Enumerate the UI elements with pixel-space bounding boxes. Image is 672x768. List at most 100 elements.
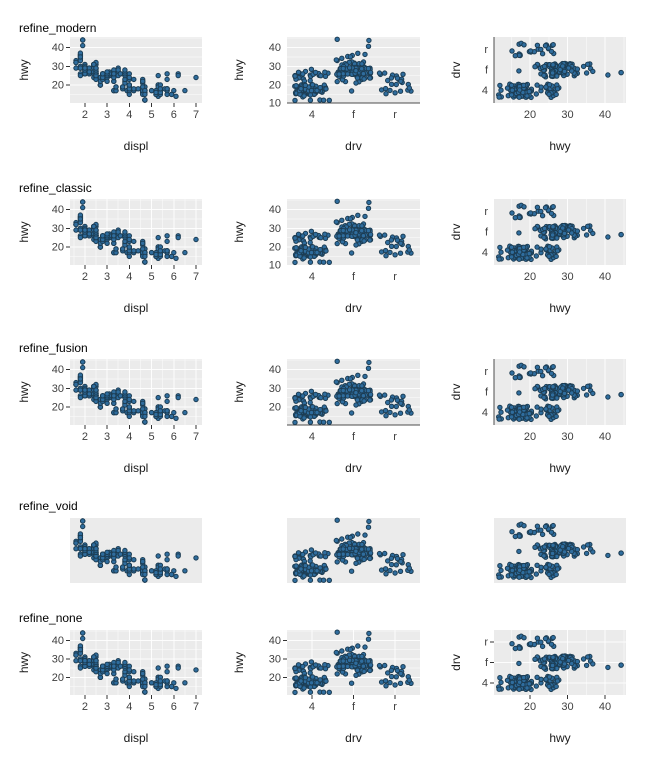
data-points [73, 199, 199, 265]
axis-text: 20 [524, 271, 536, 283]
axis-text: 4 [126, 701, 132, 713]
axis-text: f [352, 431, 356, 443]
axis-text: 20 [52, 672, 64, 684]
axis-text: 20 [52, 402, 64, 414]
axis-text: 4 [309, 431, 315, 443]
axis-text: 4 [126, 431, 132, 443]
axis-text: hwy [549, 731, 570, 745]
axis-text: 40 [52, 42, 64, 54]
axis-text: 40 [269, 364, 281, 376]
plot-svg: 20 30 40 rf 4 hwy drv [449, 630, 626, 745]
plot-svg [287, 517, 420, 584]
axis-text: 30 [52, 653, 64, 665]
axis-ticks [490, 641, 606, 699]
axis-text: 4 [482, 247, 488, 259]
row-title: refine_void [19, 499, 78, 513]
axis-text: drv [345, 461, 362, 475]
scatter-hwy-vs-displ: 2 3 4 5 6 7 20 30 40 displ hwy [0, 320, 224, 480]
axis-text: 30 [561, 109, 573, 121]
axis-text: 40 [52, 364, 64, 376]
plot-svg [494, 518, 626, 583]
scatter-hwy-vs-drv: 4 f r 20 30 40 drv hwy [224, 320, 448, 480]
axis-text: 6 [171, 701, 177, 713]
axis-text: hwy [17, 652, 31, 673]
chart-row-refine-modern: refine_modern 2 3 4 5 6 7 20 30 40 displ hwy 4 f r 10… [0, 0, 672, 160]
scatter-drv-vs-hwy: 20 30 40 r f 4 hwy drv [448, 0, 672, 160]
axis-labels: 20 30 40 rf 4 hwy drv [449, 206, 611, 315]
axis-text: 40 [599, 701, 611, 713]
axis-text: 30 [269, 653, 281, 665]
data-points [292, 629, 414, 696]
axis-labels: 4 f r 20 30 40 drv hwy [232, 364, 397, 475]
axis-ticks [66, 639, 197, 699]
axis-text: drv [449, 224, 463, 241]
axis-text: 5 [148, 271, 154, 283]
scatter-drv-vs-hwy: 20 30 40 r f 4 hwy drv [448, 320, 672, 480]
plot-svg: 20 30 40 rf 4 hwy drv [449, 359, 626, 475]
data-points [496, 202, 624, 263]
axis-text: 4 [126, 271, 132, 283]
axis-text: 20 [269, 672, 281, 684]
plot-svg: 4 f r 20 30 40 drv hwy [232, 629, 420, 745]
data-points [292, 358, 414, 426]
axis-text: 30 [269, 223, 281, 235]
axis-text: 30 [561, 431, 573, 443]
axis-text: displ [124, 461, 149, 475]
axis-labels: 2 3 4 5 6 7 20 30 40 displ hwy [17, 42, 199, 153]
axis-text: drv [449, 62, 463, 79]
axis-text: r [484, 206, 488, 218]
plot-svg: 2 3 4 5 6 7 20 30 40 displ hwy [17, 199, 202, 315]
axis-text: r [484, 44, 488, 56]
axis-text: 3 [104, 109, 110, 121]
scatter-hwy-vs-drv: 4 f r 10 20 30 40 drv hwy [224, 160, 448, 320]
axis-text: 4 [309, 271, 315, 283]
axis-text: 20 [269, 402, 281, 414]
axis-text: 4 [309, 701, 315, 713]
axis-text: 30 [52, 383, 64, 395]
axis-text: f [485, 657, 489, 669]
axis-text: 4 [482, 407, 488, 419]
axis-text: hwy [17, 59, 31, 80]
axis-text: 6 [171, 431, 177, 443]
axis-text: 40 [52, 204, 64, 216]
axis-text: 4 [126, 109, 132, 121]
axis-text: 3 [104, 271, 110, 283]
axis-text: 3 [104, 701, 110, 713]
axis-text: f [352, 109, 356, 121]
axis-text: 4 [482, 677, 488, 689]
axis-text: drv [345, 301, 362, 315]
plot-svg: 4 f r 20 30 40 drv hwy [232, 358, 420, 475]
data-points [292, 517, 414, 584]
axis-text: 40 [599, 109, 611, 121]
axis-text: 7 [193, 271, 199, 283]
axis-text: 6 [171, 271, 177, 283]
row-title: refine_none [19, 611, 83, 625]
axis-text: 6 [171, 109, 177, 121]
data-points [73, 630, 199, 695]
chart-row-refine-void: refine_void [0, 480, 672, 600]
scatter-hwy-vs-drv [224, 480, 448, 600]
axis-text: 20 [269, 80, 281, 92]
axis-labels: 20 30 40 rf 4 hwy drv [449, 637, 611, 745]
axis-text: 4 [309, 109, 315, 121]
axis-labels: 20 30 40 rf 4 hwy drv [449, 44, 611, 153]
scatter-drv-vs-hwy: 20 30 40 r f 4 hwy drv [448, 600, 672, 768]
axis-text: displ [124, 139, 149, 153]
scatter-hwy-vs-displ: 2 3 4 5 6 7 20 30 40 displ hwy [0, 160, 224, 320]
axis-text: 20 [524, 701, 536, 713]
scatter-hwy-vs-displ [0, 480, 224, 600]
axis-text: 7 [193, 701, 199, 713]
scatter-drv-vs-hwy: 20 30 40 r f 4 hwy drv [448, 160, 672, 320]
axis-text: hwy [232, 652, 246, 673]
plot-svg: 2 3 4 5 6 7 20 30 40 displ hwy [17, 630, 202, 745]
axis-text: 40 [599, 431, 611, 443]
plot-svg: 20 30 40 rf 4 hwy drv [449, 37, 626, 153]
axis-text: r [393, 271, 397, 283]
axis-labels: 4 f r 10 20 30 40 drv hwy [232, 42, 397, 153]
axis-text: hwy [17, 221, 31, 242]
axis-text: 40 [269, 204, 281, 216]
axis-text: 30 [269, 383, 281, 395]
plot-svg: 20 30 40 rf 4 hwy drv [449, 199, 626, 315]
